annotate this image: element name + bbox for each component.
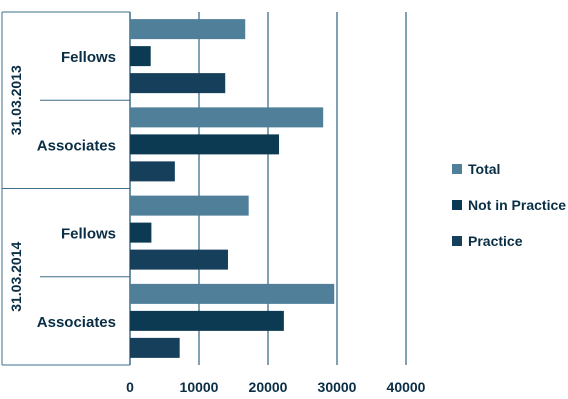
x-axis-ticks: 0 10000 20000 30000 40000	[126, 379, 426, 395]
gridlines	[198, 12, 407, 365]
category-labels: Fellows Associates Fellows Associates 31.03.…	[8, 49, 116, 331]
bar-total	[130, 107, 324, 128]
legend-label: Practice	[468, 233, 523, 249]
bar-not-in-practice	[130, 46, 151, 67]
category-frame	[1, 11, 131, 366]
bars	[130, 19, 335, 358]
bar-practice	[130, 73, 226, 94]
category-label: Fellows	[61, 49, 116, 66]
bar-not-in-practice	[130, 134, 280, 155]
bar-practice	[130, 337, 180, 358]
bar-total	[130, 195, 249, 216]
bar-practice	[130, 249, 228, 270]
legend-swatch	[452, 164, 462, 174]
bar-practice	[130, 161, 175, 182]
category-label: Associates	[37, 314, 116, 331]
legend-label: Not in Practice	[468, 197, 566, 213]
category-label: Fellows	[61, 226, 116, 243]
legend: Total Not in Practice Practice	[452, 161, 566, 249]
bar-total	[130, 283, 335, 304]
group-label: 31.03.2014	[8, 242, 24, 312]
legend-swatch	[452, 200, 462, 210]
bar-not-in-practice	[130, 222, 152, 243]
legend-swatch	[452, 236, 462, 246]
category-label: Associates	[37, 137, 116, 154]
bar-not-in-practice	[130, 310, 284, 331]
x-tick-label: 40000	[387, 379, 426, 395]
x-tick-label: 10000	[180, 379, 219, 395]
bar-total	[130, 19, 246, 40]
legend-label: Total	[468, 161, 500, 177]
x-tick-label: 0	[126, 379, 134, 395]
group-label: 31.03.2013	[8, 65, 24, 135]
x-tick-label: 20000	[249, 379, 288, 395]
x-tick-label: 30000	[318, 379, 357, 395]
